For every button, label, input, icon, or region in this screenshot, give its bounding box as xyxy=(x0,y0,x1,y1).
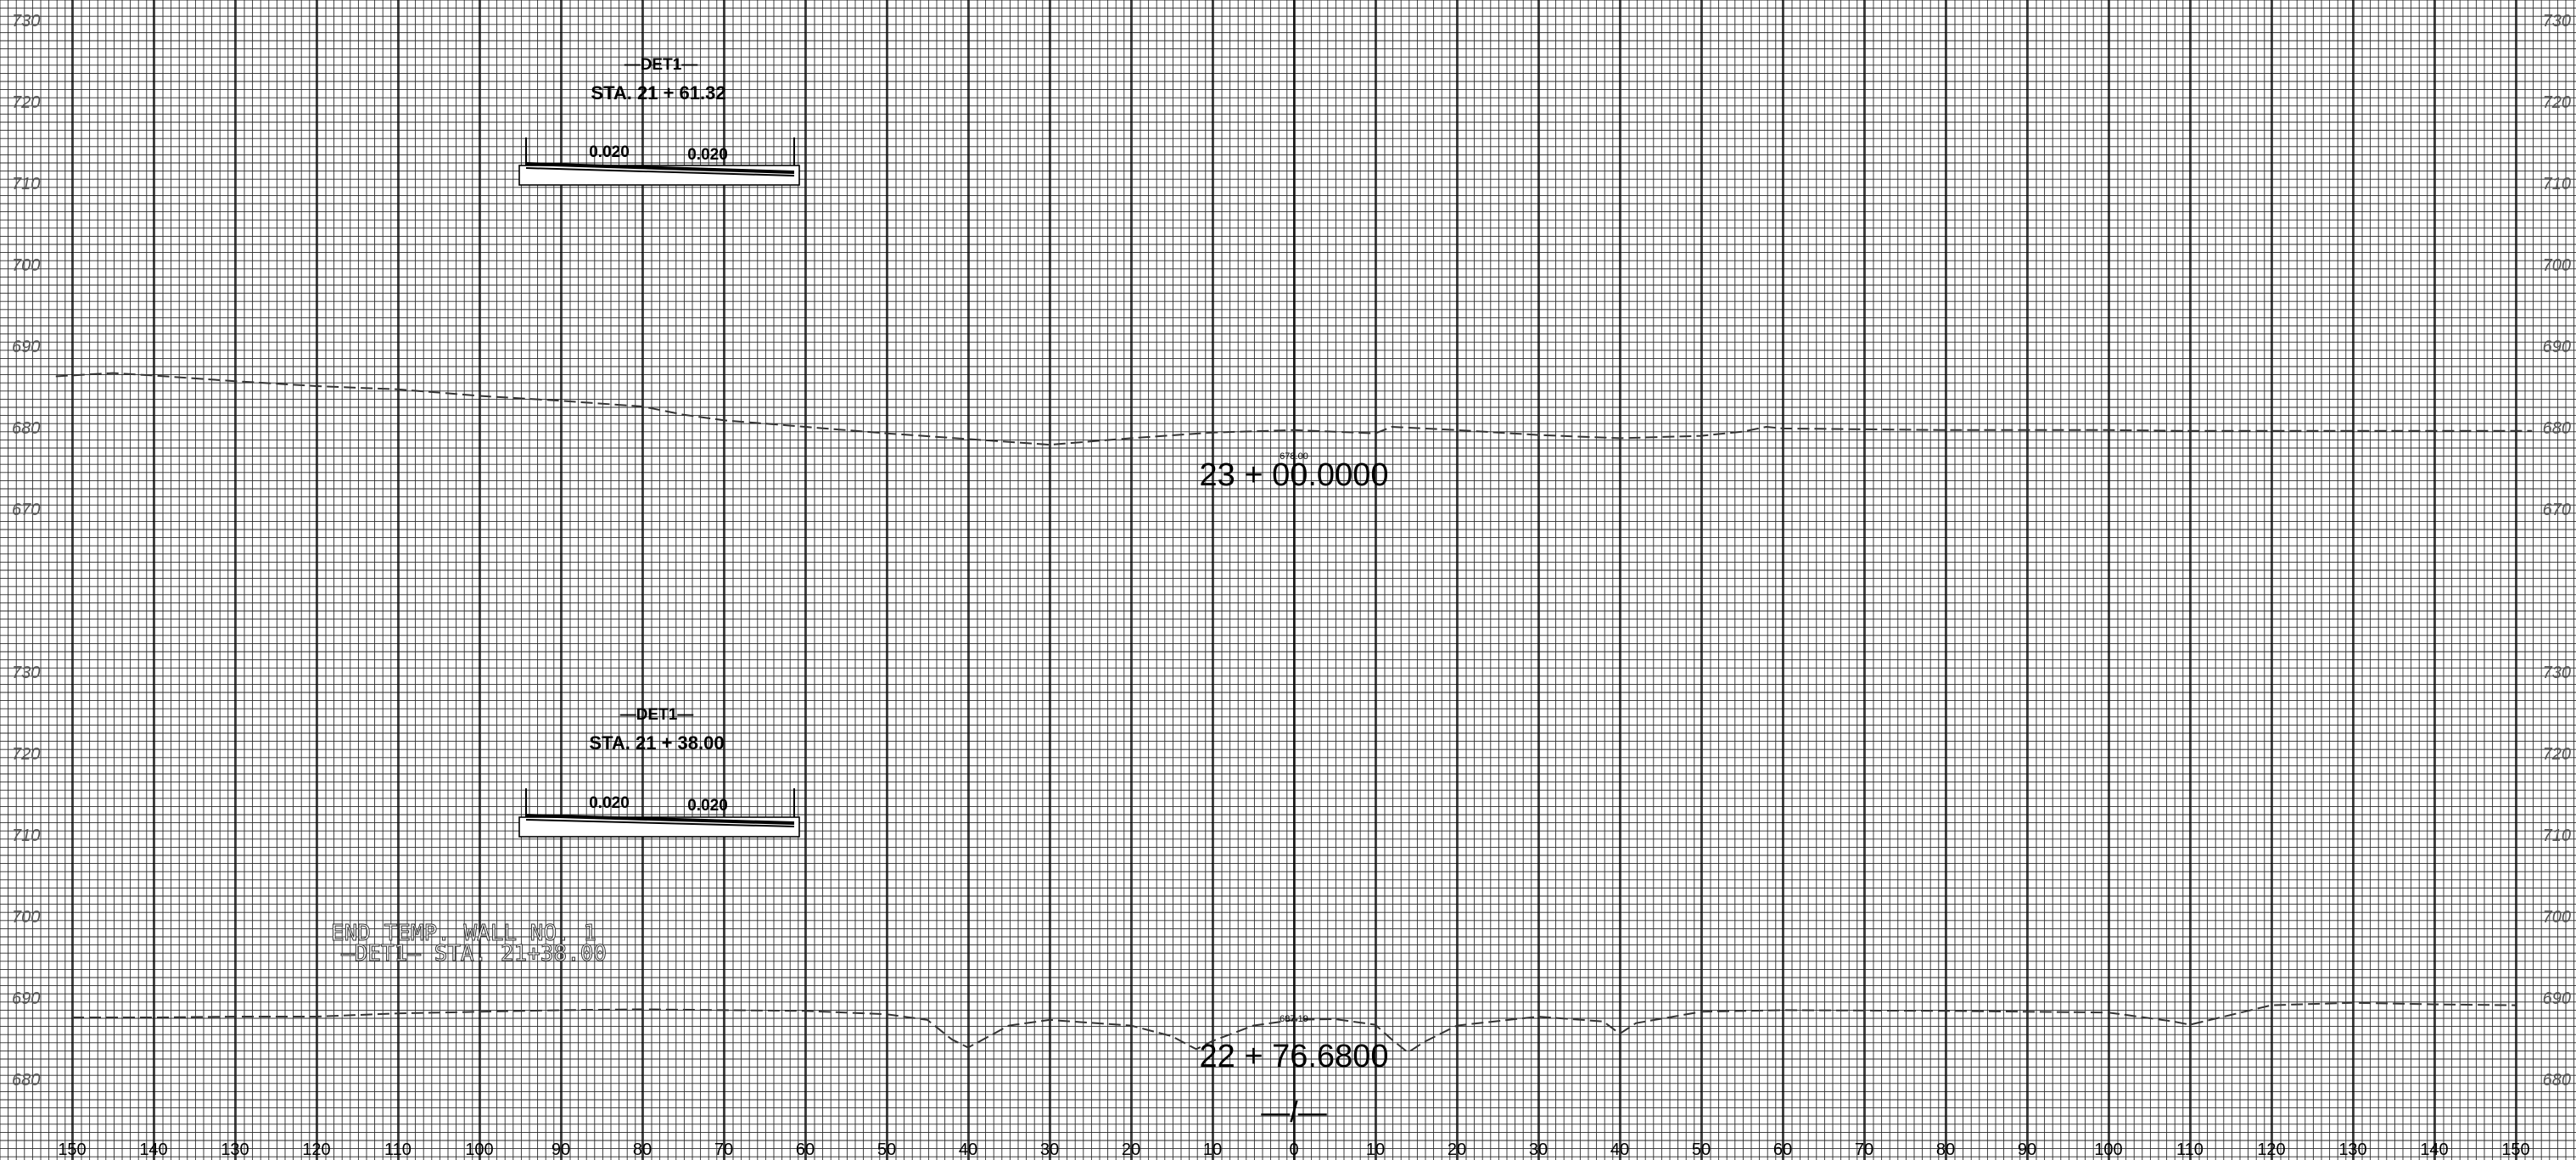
elevation-label-upper-left: 720 xyxy=(12,93,40,112)
elevation-label-upper-left: 710 xyxy=(12,175,40,193)
lower-typical-section: 0.020 0.020 xyxy=(518,788,800,838)
elevation-label-lower-left: 700 xyxy=(12,908,40,927)
offset-label: 90 xyxy=(2018,1140,2036,1159)
offset-label: 80 xyxy=(1936,1140,1955,1159)
elevation-label-lower-left: 730 xyxy=(12,664,40,682)
elevation-label-upper-right: 700 xyxy=(2543,256,2571,275)
lower-pavement-slope-base xyxy=(525,819,795,827)
offset-label: 110 xyxy=(384,1140,412,1159)
lower-center-elevation: 687.19 xyxy=(1280,1014,1308,1024)
offset-label: 70 xyxy=(1855,1140,1873,1159)
offset-label: 70 xyxy=(714,1140,733,1159)
upper-station-title: 23 + 00.0000 xyxy=(1200,457,1389,493)
elevation-label-upper-right: 720 xyxy=(2543,93,2571,112)
elevation-label-lower-right: 720 xyxy=(2543,745,2571,764)
elevation-label-upper-left: 730 xyxy=(12,12,40,31)
lower-detail-label: —DET1— xyxy=(620,706,694,724)
wall-note-line1: END TEMP. WALL NO. 1 xyxy=(331,921,596,946)
centerline-symbol: —/— xyxy=(1261,1096,1326,1129)
elevation-label-lower-left: 680 xyxy=(12,1071,40,1090)
offset-label: 140 xyxy=(139,1140,167,1159)
offset-label: 20 xyxy=(1122,1140,1140,1159)
offset-label: 10 xyxy=(1203,1140,1222,1159)
offset-label: 30 xyxy=(1040,1140,1059,1159)
offset-label: 150 xyxy=(2501,1140,2529,1159)
wall-note-line2: —DET1— STA. 21+38.00 xyxy=(341,941,607,967)
offset-label: 60 xyxy=(796,1140,815,1159)
upper-center-elevation: 678.00 xyxy=(1280,451,1308,462)
offset-label: 150 xyxy=(58,1140,86,1159)
offset-label: 120 xyxy=(302,1140,330,1159)
offset-label: 50 xyxy=(1692,1140,1711,1159)
elevation-label-lower-left: 710 xyxy=(12,827,40,845)
upper-pavement-slope-base xyxy=(525,167,795,177)
offset-label: 0 xyxy=(1289,1140,1298,1159)
upper-slope-left: 0.020 xyxy=(589,143,630,161)
elevation-labels: 730 730 720 720 710 710 700 700 690 690 680 680 670 6… xyxy=(12,12,2571,1090)
offset-label: 130 xyxy=(2338,1140,2366,1159)
upper-typical-section: 0.020 0.020 xyxy=(518,137,800,186)
elevation-label-lower-left: 720 xyxy=(12,745,40,764)
elevation-label-upper-right: 670 xyxy=(2543,501,2571,519)
lower-slope-right: 0.020 xyxy=(687,797,728,815)
elevation-label-upper-left: 670 xyxy=(12,501,40,519)
upper-section: —DET1— STA. 21 + 61.32 0.020 0.020 678.0… xyxy=(518,56,1389,493)
elevation-label-lower-left: 690 xyxy=(12,989,40,1008)
lower-slope-left: 0.020 xyxy=(589,794,630,812)
offset-label: 10 xyxy=(1366,1140,1385,1159)
elevation-label-lower-right: 730 xyxy=(2543,664,2571,682)
elevation-label-upper-right: 710 xyxy=(2543,175,2571,193)
elevation-label-lower-right: 710 xyxy=(2543,827,2571,845)
lower-station-title: 22 + 76.6800 xyxy=(1200,1039,1389,1074)
elevation-label-upper-right: 730 xyxy=(2543,12,2571,31)
ground-profile-upper xyxy=(55,372,2533,446)
upper-pavement-slope xyxy=(525,162,795,174)
upper-slope-right: 0.020 xyxy=(687,146,728,164)
ground-profiles xyxy=(55,372,2533,1054)
elevation-label-upper-right: 690 xyxy=(2543,338,2571,356)
offset-label: 40 xyxy=(1610,1140,1629,1159)
upper-detail-label: —DET1— xyxy=(624,56,698,74)
lower-section: —DET1— STA. 21 + 38.00 0.020 0.020 END T… xyxy=(331,706,1389,1129)
offset-label: 40 xyxy=(959,1140,977,1159)
offset-label: 20 xyxy=(1448,1140,1466,1159)
offset-label: 50 xyxy=(877,1140,896,1159)
offset-label: 120 xyxy=(2257,1140,2285,1159)
offset-label: 100 xyxy=(2094,1140,2122,1159)
elevation-label-upper-left: 700 xyxy=(12,256,40,275)
elevation-label-upper-left: 690 xyxy=(12,338,40,356)
offset-label: 140 xyxy=(2420,1140,2448,1159)
offset-label: 90 xyxy=(552,1140,570,1159)
offset-label: 30 xyxy=(1529,1140,1548,1159)
offset-label: 130 xyxy=(221,1140,249,1159)
lower-station-label: STA. 21 + 38.00 xyxy=(589,732,724,754)
elevation-label-lower-right: 700 xyxy=(2543,908,2571,927)
offset-label: 80 xyxy=(633,1140,652,1159)
offset-label: 100 xyxy=(465,1140,493,1159)
ground-profile-lower xyxy=(72,1001,2517,1054)
elevation-label-upper-left: 680 xyxy=(12,419,40,438)
upper-station-label: STA. 21 + 61.32 xyxy=(591,82,725,104)
offset-label: 60 xyxy=(1773,1140,1792,1159)
lower-pavement-slope xyxy=(525,814,795,825)
elevation-label-lower-right: 680 xyxy=(2543,1071,2571,1090)
elevation-label-upper-right: 680 xyxy=(2543,419,2571,438)
offset-label: 110 xyxy=(2176,1140,2204,1159)
elevation-label-lower-right: 690 xyxy=(2543,989,2571,1008)
offset-axis: 150 140 130 120 110 100 90 80 70 60 50 40 30 20 10 0 10 2… xyxy=(58,1140,2529,1159)
